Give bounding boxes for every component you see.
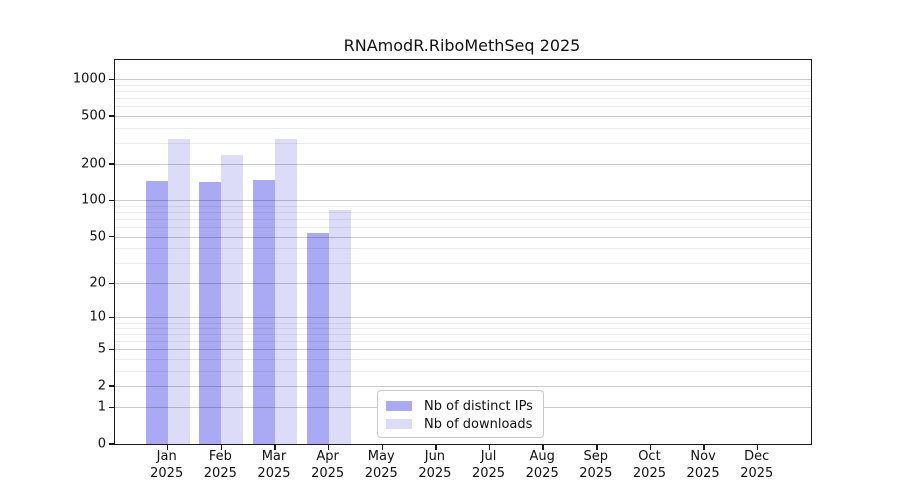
y-tick-label: 1000 (72, 71, 106, 87)
y-tick-mark (109, 348, 114, 351)
x-tick-month: Feb (208, 449, 232, 464)
bar-downloads (167, 139, 190, 444)
y-tick-mark (109, 235, 114, 238)
x-tick-year: 2025 (203, 465, 237, 481)
y-tick-mark (109, 406, 114, 409)
bar-distinct-ips (252, 180, 275, 444)
y-tick-label: 2 (97, 378, 106, 394)
y-tick-label: 10 (89, 309, 106, 325)
y-tick-label: 0 (97, 436, 106, 452)
gridline-major (115, 115, 811, 117)
y-tick-mark (109, 199, 114, 202)
y-tick-label: 200 (81, 156, 106, 172)
gridline-major (115, 79, 811, 81)
y-tick-label: 1 (97, 399, 106, 415)
x-tick-label: Nov 2025 (673, 449, 733, 482)
legend-swatch-distinct-ips (386, 401, 412, 411)
x-tick-label: May 2025 (351, 449, 411, 482)
plot-area: 0 1 2 5 10 20 50 100 200 500 1000 (73, 59, 812, 452)
y-tick-mark (109, 316, 114, 319)
x-tick-label: Apr 2025 (298, 449, 358, 482)
x-tick-year: 2025 (525, 465, 559, 481)
gridline-minor (115, 91, 811, 93)
x-tick-year: 2025 (364, 465, 398, 481)
x-tick-year: 2025 (686, 465, 720, 481)
x-tick-label: Jan 2025 (137, 449, 197, 482)
x-tick-year: 2025 (150, 465, 184, 481)
gridline-minor (115, 98, 811, 100)
x-tick-mark (435, 445, 437, 450)
x-tick-mark (167, 445, 169, 450)
legend-label: Nb of downloads (424, 416, 533, 432)
x-tick-month: Sep (583, 449, 609, 464)
bar-downloads (274, 138, 297, 444)
gridline-major (115, 164, 811, 166)
x-tick-label: Oct 2025 (619, 449, 679, 482)
x-tick-label: Aug 2025 (512, 449, 572, 482)
x-tick-year: 2025 (471, 465, 506, 481)
x-tick-month: Jun (424, 449, 446, 464)
x-tick-mark (649, 445, 652, 450)
bar-distinct-ips (145, 181, 168, 444)
x-tick-month: Nov (690, 449, 716, 464)
x-tick-year: 2025 (740, 465, 774, 481)
x-tick-label: Feb 2025 (190, 449, 250, 482)
x-tick-mark (703, 445, 705, 450)
x-tick-year: 2025 (257, 465, 291, 481)
x-tick-mark (220, 445, 223, 450)
x-tick-label: Mar 2025 (244, 449, 304, 482)
x-tick-month: Dec (744, 449, 770, 464)
x-tick-mark (274, 445, 276, 450)
y-tick-mark (109, 163, 114, 165)
y-tick-mark (109, 282, 114, 285)
y-tick-mark (109, 385, 114, 387)
y-tick-mark (109, 443, 114, 445)
x-tick-year: 2025 (311, 465, 345, 481)
x-tick-mark (757, 445, 759, 450)
x-tick-mark (542, 445, 544, 450)
x-tick-mark (381, 445, 383, 450)
gridline-minor (115, 142, 811, 144)
x-tick-mark (488, 445, 491, 450)
legend-label: Nb of distinct IPs (424, 398, 533, 414)
legend-item: Nb of downloads (386, 415, 535, 433)
bar-distinct-ips (306, 232, 329, 444)
x-tick-label: Sep 2025 (566, 449, 626, 482)
y-tick-label: 100 (81, 192, 106, 208)
x-tick-year: 2025 (418, 465, 452, 481)
x-tick-year: 2025 (632, 465, 666, 481)
bar-downloads (328, 209, 351, 444)
x-tick-month: May (367, 449, 395, 464)
y-tick-mark (109, 115, 114, 117)
y-tick-label: 50 (89, 229, 106, 245)
y-tick-label: 500 (81, 108, 106, 124)
chart-title: RNAmodR.RiboMethSeq 2025 (343, 36, 581, 55)
x-tick-mark (596, 445, 598, 450)
bar-downloads (221, 154, 244, 444)
x-tick-label: Dec 2025 (727, 449, 787, 482)
x-tick-month: Oct (638, 449, 661, 464)
gridline-minor (115, 127, 811, 129)
y-tick-label: 5 (97, 341, 106, 357)
x-tick-label: Jun 2025 (405, 449, 465, 482)
x-tick-month: Mar (261, 449, 287, 464)
legend-swatch-downloads (386, 419, 412, 429)
x-tick-month: Apr (316, 449, 339, 464)
gridline-minor (115, 85, 811, 86)
x-tick-year: 2025 (579, 465, 613, 481)
legend: Nb of distinct IPs Nb of downloads (377, 390, 544, 438)
x-tick-month: Jan (156, 449, 177, 464)
legend-item: Nb of distinct IPs (386, 397, 535, 415)
x-tick-month: Jul (480, 449, 497, 464)
x-tick-label: Jul 2025 (459, 449, 519, 482)
bar-distinct-ips (199, 182, 222, 444)
x-tick-mark (327, 445, 330, 450)
y-tick-label: 20 (89, 275, 106, 291)
y-tick-mark (109, 78, 114, 81)
gridline-minor (115, 106, 811, 108)
x-tick-month: Aug (529, 449, 555, 464)
